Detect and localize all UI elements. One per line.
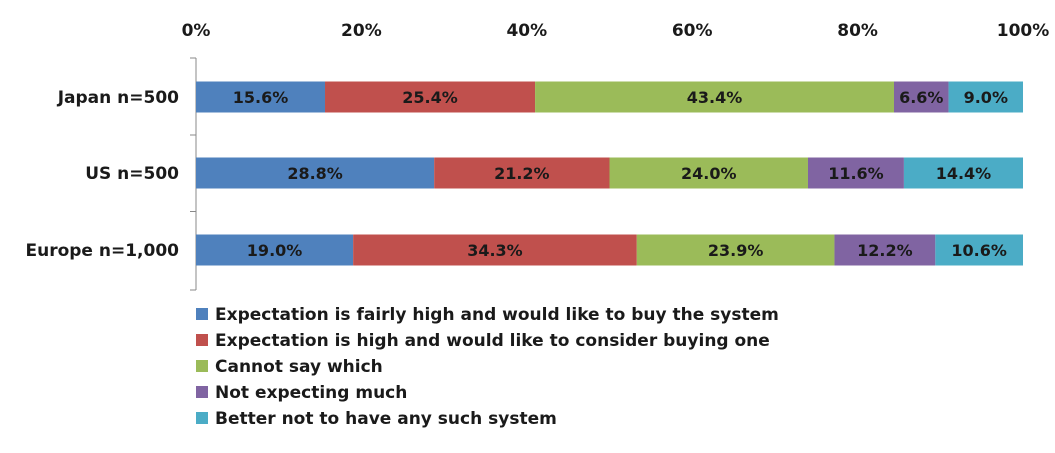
x-tick-label: 80% [837,21,878,41]
data-label: 43.4% [687,88,743,107]
bar-segment [535,81,894,113]
bar-segment [636,234,835,266]
bar-segment [893,81,949,113]
legend-swatch [196,412,208,424]
category-label: Japan n=500 [57,88,179,108]
legend-swatch [196,334,208,346]
bar-segment [834,234,936,266]
bar-segment [903,157,1023,189]
bar-segment [325,81,536,113]
data-label: 6.6% [899,88,943,107]
data-label: 14.4% [936,164,992,183]
bar-segment [196,81,326,113]
x-tick-label: 100% [997,21,1050,41]
x-tick-label: 20% [341,21,382,41]
legend-swatch [196,386,208,398]
bar-segment [196,234,354,266]
data-label: 9.0% [964,88,1008,107]
category-label: US n=500 [85,164,179,184]
category-label: Europe n=1,000 [25,241,179,261]
bar-segment [948,81,1023,113]
bar-segment [353,234,637,266]
legend-swatch [196,360,208,372]
bar-segment [434,157,610,189]
data-label: 23.9% [708,241,764,260]
legend-entry: Expectation is high and would like to co… [215,331,770,351]
data-label: 10.6% [951,241,1007,260]
data-label: 15.6% [233,88,289,107]
legend-swatch [196,308,208,320]
legend-entry: Cannot say which [215,357,383,377]
bar-segment [609,157,808,189]
x-tick-label: 0% [182,21,211,41]
legend-entry: Not expecting much [215,383,407,403]
bar-segment [807,157,904,189]
data-label: 34.3% [467,241,523,260]
bar-segment [196,157,435,189]
legend-entry: Better not to have any such system [215,409,557,429]
data-label: 28.8% [287,164,343,183]
data-label: 25.4% [402,88,458,107]
data-label: 21.2% [494,164,550,183]
data-label: 19.0% [247,241,303,260]
data-label: 12.2% [857,241,913,260]
data-label: 24.0% [681,164,737,183]
data-label: 11.6% [828,164,884,183]
bar-segment [935,234,1023,266]
x-tick-label: 40% [506,21,547,41]
x-tick-label: 60% [672,21,713,41]
legend-entry: Expectation is fairly high and would lik… [215,305,779,325]
